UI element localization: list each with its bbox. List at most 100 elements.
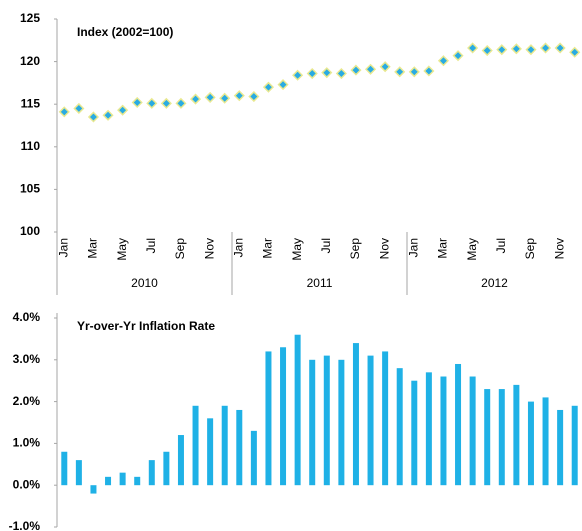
x-tick-label: Jul <box>144 238 158 253</box>
bar <box>498 389 505 486</box>
x-tick-label: Mar <box>436 238 450 259</box>
x-tick-label: Jan <box>56 238 70 257</box>
y-tick-label: 115 <box>21 96 41 110</box>
y-tick-label: 3.0% <box>13 352 41 366</box>
bar <box>134 476 141 486</box>
bar <box>338 359 345 486</box>
bar <box>294 334 301 486</box>
marker <box>364 63 377 75</box>
bar <box>236 409 243 486</box>
bar <box>484 389 491 486</box>
bar <box>557 409 564 486</box>
x-tick-label: Jul <box>494 238 508 253</box>
marker <box>102 109 114 121</box>
x-tick-label: May <box>115 238 129 261</box>
y-tick-label: 105 <box>20 182 40 196</box>
marker <box>277 79 289 91</box>
y-tick-label: 100 <box>20 224 40 238</box>
bar <box>177 435 184 486</box>
marker <box>437 55 450 67</box>
bar <box>221 405 228 486</box>
marker <box>262 81 275 93</box>
marker <box>481 44 493 57</box>
bar <box>280 347 287 486</box>
bar <box>323 355 330 486</box>
y-tick-label: 125 <box>20 11 40 25</box>
marker <box>175 97 187 109</box>
marker <box>248 90 260 103</box>
bar <box>265 351 272 486</box>
bar <box>542 397 549 486</box>
bar <box>367 355 374 486</box>
marker <box>525 44 537 56</box>
y-tick-label: 4.0% <box>13 310 41 324</box>
marker <box>189 93 202 105</box>
chart-title: Yr-over-Yr Inflation Rate <box>77 319 215 333</box>
x-tick-label: Jan <box>406 238 420 257</box>
bar <box>250 430 257 486</box>
group-label: 2012 <box>481 276 508 290</box>
marker <box>496 44 508 56</box>
bar <box>75 460 82 486</box>
group-label: 2011 <box>307 276 333 290</box>
marker <box>467 42 479 54</box>
bar <box>207 418 214 486</box>
marker <box>117 104 129 116</box>
bar <box>309 359 316 486</box>
marker <box>146 97 158 109</box>
y-tick-label: 2.0% <box>13 394 41 408</box>
marker <box>219 92 231 104</box>
marker <box>306 67 318 80</box>
y-tick-label: 110 <box>21 139 41 153</box>
bar <box>469 376 476 486</box>
marker <box>569 46 581 58</box>
bar <box>119 472 126 486</box>
marker <box>87 111 100 123</box>
marker <box>292 69 304 81</box>
y-tick-label: 120 <box>20 54 40 68</box>
y-tick-label: 1.0% <box>13 436 41 450</box>
bar <box>571 405 578 486</box>
bar <box>61 451 68 486</box>
x-tick-label: Nov <box>552 238 566 259</box>
bar <box>90 485 97 494</box>
bar <box>396 368 403 486</box>
x-tick-label: Sep <box>173 238 187 260</box>
marker <box>204 91 216 103</box>
marker <box>539 42 552 54</box>
x-tick-label: Mar <box>261 238 275 259</box>
bar <box>527 401 534 486</box>
marker <box>408 66 420 78</box>
bar <box>192 405 199 486</box>
marker <box>73 102 85 115</box>
marker <box>131 96 143 109</box>
marker <box>160 97 172 109</box>
x-tick-label: May <box>465 238 479 261</box>
bar <box>411 380 418 486</box>
x-tick-label: Nov <box>202 238 216 259</box>
x-tick-label: Mar <box>86 238 100 259</box>
bar <box>425 372 432 486</box>
x-tick-label: May <box>290 238 304 261</box>
marker <box>335 67 347 80</box>
group-label: 2010 <box>131 276 158 290</box>
bar <box>105 476 112 486</box>
bar <box>163 451 170 486</box>
marker <box>58 106 70 118</box>
x-tick-label: Nov <box>377 238 391 259</box>
x-tick-label: Sep <box>523 238 537 260</box>
marker <box>394 66 406 78</box>
marker <box>350 64 362 76</box>
bar <box>148 460 155 486</box>
marker <box>379 61 391 73</box>
marker <box>423 65 435 77</box>
chart-title: Index (2002=100) <box>77 25 173 39</box>
marker <box>554 42 566 54</box>
bar <box>455 363 462 486</box>
marker <box>321 67 333 79</box>
marker <box>510 43 522 55</box>
x-tick-label: Jan <box>231 238 245 257</box>
marker <box>233 90 245 102</box>
x-tick-label: Jul <box>319 238 333 253</box>
